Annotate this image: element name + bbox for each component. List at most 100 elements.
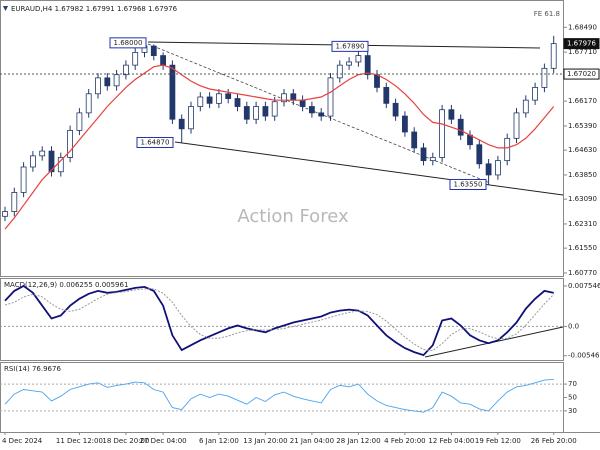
candle-body [225,93,232,99]
signal-line [4,288,555,352]
candle-body [299,99,306,107]
rsi-line [4,378,554,413]
candle-body [2,211,8,217]
macd-title: MACD(12,26,9) 0.006255 0.005961 [4,281,128,289]
candle-body [48,150,55,173]
candle-body [290,93,297,101]
candle-body [262,106,269,117]
x-tick-label: 4 Dec 2024 [2,437,43,445]
y-tick-label: 30 [568,407,577,415]
candle-body [392,102,399,117]
y-tick-label: 1.65390 [568,122,597,130]
candle-body [197,96,204,107]
x-tick-label: 21 Jan 04:00 [290,437,334,445]
candle-body [169,64,176,120]
x-tick-label: 19 Feb 12:00 [475,437,521,445]
candle-body [504,137,511,162]
candle-body [57,157,64,173]
candle-body [448,109,455,120]
candle-body [160,55,167,66]
candle-body [215,93,222,104]
candle-body [281,93,287,103]
candle-body [327,77,334,117]
y-tick-label: 1.63090 [568,195,597,203]
y-tick-label: 50 [568,394,577,402]
x-tick-label: 4 Feb 20:00 [384,437,425,445]
y-tick-label: 70 [568,380,577,388]
trend-line [174,141,564,196]
x-tick-label: 13 Jan 20:00 [243,437,287,445]
price-box [563,68,600,80]
x-tick-label: 28 Jan 12:00 [336,437,380,445]
candle-body [401,115,408,133]
candle-body [550,43,557,69]
candle-body [364,55,371,76]
macd-line [4,284,554,357]
y-tick-label: 1.67710 [568,48,597,56]
macd-panel [0,278,564,361]
annotation-label: 1.64870 [141,138,170,146]
y-tick-label: 0.007546 [568,282,600,290]
y-tick-label: 1.66170 [568,97,597,105]
candle-body [439,109,446,158]
candle-body [532,87,538,101]
candle-body [541,67,548,88]
candle-body [336,64,343,79]
x-tick-label: 11 Dec 12:00 [56,437,103,445]
x-tick-label: 6 Jan 12:00 [199,437,239,445]
candle-body [132,52,139,66]
annotation-label: 1.67890 [336,42,365,50]
candle-body [85,93,92,114]
price-label: 1.67020 [567,70,596,78]
x-tick-label: 12 Feb 04:00 [428,437,474,445]
y-tick-label: 1.63850 [568,171,597,179]
y-tick-label: 1.61550 [568,244,597,252]
candle-body [485,163,492,176]
candle-body [243,106,250,120]
y-tick-label: 1.62310 [568,220,597,228]
candle-body [411,131,418,149]
candle-body [494,160,501,176]
y-tick-label: 0.0 [568,322,579,330]
candle-body [420,147,427,162]
candle-body [346,61,353,66]
candle-body [67,129,73,158]
rsi-panel [0,362,564,433]
candle-body [253,106,260,120]
x-tick-label: 26 Feb 20:00 [531,437,577,445]
candle-body [457,118,464,136]
y-tick-label: 1.60770 [568,269,597,277]
moving-average [4,64,555,230]
candle-body [76,112,83,131]
candle-body [20,166,27,193]
main-panel [0,0,564,277]
annotation-box [109,37,147,49]
candle-body [178,118,185,130]
chart-title: EURAUD,H4 1.67982 1.67991 1.67968 1.6797… [11,5,178,13]
candle-body [206,96,213,104]
symbol-icon [3,6,8,11]
x-tick-label: 27 Dec 04:00 [140,437,187,445]
candle-body [39,150,46,157]
candle-body [150,45,157,56]
annotation-box [331,40,369,52]
candle-body [308,106,315,114]
candle-body [429,157,436,162]
price-box [563,38,600,50]
candle-body [188,106,194,130]
annotation-label: 1.68000 [114,39,143,47]
candle-body [234,98,241,107]
candle-body [11,192,18,212]
candle-body [476,144,483,165]
candle-body [113,74,120,87]
rsi-title: RSI(14) 76.9676 [4,365,61,373]
candle-body [95,77,101,95]
y-tick-label: 1.64630 [568,146,597,154]
watermark: Action Forex [237,206,349,227]
candle-body [271,101,278,117]
candle-body [522,99,529,114]
x-tick-label: 18 Dec 20:00 [102,437,149,445]
fe-label: FE 61.8 [534,10,560,18]
